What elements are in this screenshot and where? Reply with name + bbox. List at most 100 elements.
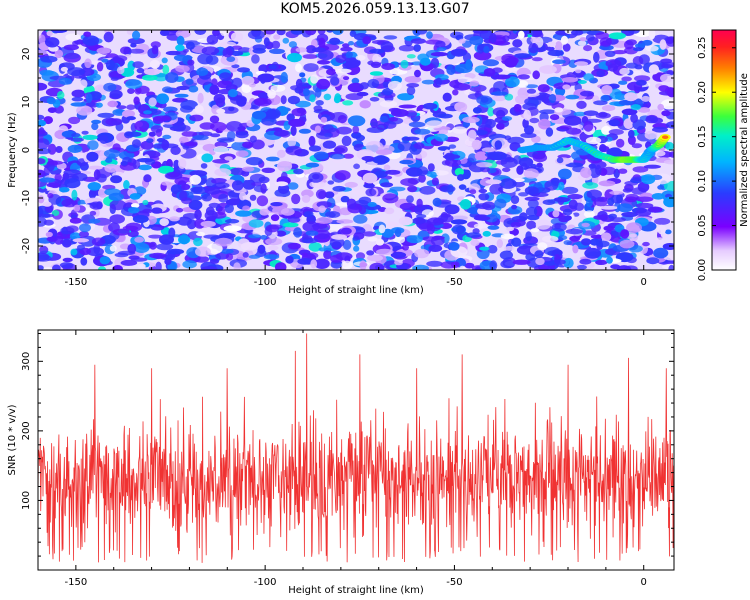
noise-cell — [275, 230, 287, 237]
noise-cell — [362, 172, 378, 184]
noise-cell — [442, 92, 452, 102]
noise-cell — [317, 60, 331, 65]
noise-cell — [528, 43, 539, 54]
noise-cell — [97, 112, 115, 118]
noise-cell — [647, 206, 663, 213]
noise-cell — [134, 120, 150, 132]
noise-cell — [562, 43, 571, 52]
noise-cell — [387, 80, 402, 91]
noise-cell — [287, 95, 300, 105]
noise-cell — [228, 89, 238, 98]
x-tick-label: -150 — [65, 277, 88, 288]
noise-cell — [406, 83, 420, 88]
noise-cell — [110, 175, 123, 184]
noise-cell — [103, 82, 117, 92]
noise-cell — [249, 173, 266, 183]
snr-y-axis-label: SNR (10 * v/v) — [7, 404, 18, 475]
noise-cell — [376, 248, 394, 256]
noise-cell — [341, 260, 353, 270]
noise-cell — [359, 262, 368, 268]
x-tick-label: 0 — [641, 277, 647, 288]
noise-cell — [616, 265, 632, 270]
noise-cell — [67, 144, 83, 153]
noise-cell — [83, 31, 92, 37]
noise-cell — [47, 107, 57, 113]
noise-cell — [99, 134, 109, 144]
noise-cell — [204, 187, 221, 195]
noise-cell — [131, 203, 140, 208]
noise-cell — [469, 80, 480, 87]
noise-cell — [314, 258, 330, 269]
noise-cell — [329, 237, 345, 248]
noise-cell — [310, 74, 319, 84]
noise-cell — [561, 186, 579, 194]
noise-cell — [305, 230, 319, 236]
noise-cell — [336, 219, 354, 224]
noise-cell — [248, 254, 261, 259]
noise-cell — [562, 208, 573, 216]
noise-cell — [337, 115, 347, 124]
noise-cell — [394, 259, 403, 266]
noise-cell — [568, 199, 578, 210]
noise-cell — [194, 30, 207, 35]
noise-cell — [379, 115, 389, 123]
noise-cell — [581, 238, 592, 246]
noise-cell — [334, 145, 348, 154]
noise-cell — [235, 131, 249, 139]
noise-cell — [641, 95, 651, 102]
noise-cell — [431, 235, 445, 240]
noise-cell — [663, 159, 674, 165]
noise-cell — [269, 196, 288, 202]
noise-cell — [583, 110, 599, 116]
noise-cell — [276, 30, 286, 36]
noise-cell — [637, 181, 650, 193]
noise-cell — [214, 237, 233, 247]
noise-cell — [201, 193, 213, 202]
noise-cell — [80, 257, 88, 266]
noise-cell — [665, 121, 674, 129]
noise-cell — [351, 186, 365, 195]
noise-cell — [653, 247, 669, 259]
noise-cell — [473, 215, 491, 221]
noise-cell — [245, 157, 263, 166]
noise-cell — [520, 132, 537, 138]
noise-cell — [176, 85, 190, 91]
noise-cell — [287, 136, 297, 147]
noise-cell — [38, 265, 44, 270]
noise-cell — [612, 50, 628, 55]
noise-cell — [39, 177, 56, 183]
noise-cell — [355, 55, 366, 61]
noise-cell — [485, 118, 496, 129]
noise-cell — [71, 89, 86, 98]
noise-cell — [608, 119, 621, 127]
noise-cell — [240, 242, 258, 251]
noise-cell — [595, 260, 603, 265]
noise-cell — [265, 237, 283, 246]
noise-cell — [132, 61, 144, 69]
noise-cell — [70, 248, 78, 256]
x-tick-label: -100 — [254, 277, 277, 288]
noise-cell — [380, 41, 394, 52]
noise-cell — [170, 146, 181, 155]
noise-cell — [634, 75, 651, 82]
noise-cell — [405, 110, 418, 118]
noise-cell — [158, 165, 174, 174]
noise-cell — [308, 172, 324, 183]
noise-cell — [588, 163, 596, 169]
noise-cell — [163, 106, 178, 113]
noise-cell — [82, 134, 98, 140]
noise-cell — [598, 180, 616, 187]
noise-cell — [79, 79, 88, 89]
noise-cell — [487, 107, 495, 117]
noise-cell — [662, 243, 674, 250]
noise-cell — [303, 63, 319, 72]
noise-cell — [542, 199, 556, 205]
noise-cell — [659, 39, 667, 50]
noise-cell — [335, 54, 346, 64]
noise-cell — [276, 161, 293, 172]
noise-cell — [467, 129, 477, 141]
noise-cell — [153, 72, 169, 82]
noise-cell — [428, 244, 443, 252]
noise-cell — [220, 30, 227, 37]
noise-cell — [194, 218, 206, 229]
